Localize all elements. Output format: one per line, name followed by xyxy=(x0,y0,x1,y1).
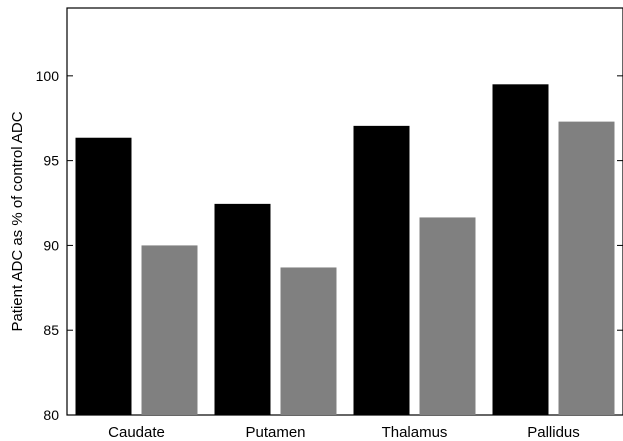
bar-putamen-1 xyxy=(214,203,271,415)
y-tick-label: 90 xyxy=(43,237,59,253)
y-axis-title: Patient ADC as % of control ADC xyxy=(9,111,26,331)
bar-caudate-1 xyxy=(75,137,132,415)
bar-pallidus-1 xyxy=(492,84,549,415)
y-axis-ticks: 80 85 90 95 100 xyxy=(36,68,623,423)
x-tick-label-pallidus: Pallidus xyxy=(527,424,580,441)
bar-thalamus-2 xyxy=(419,217,476,415)
y-tick-label: 95 xyxy=(43,153,59,169)
bar-putamen-2 xyxy=(280,267,337,415)
bars xyxy=(75,84,615,416)
bar-caudate-2 xyxy=(141,245,198,415)
bar-pallidus-2 xyxy=(558,121,615,415)
y-tick-label: 100 xyxy=(36,68,60,84)
x-axis-labels: Caudate Putamen Thalamus Pallidus xyxy=(108,424,580,441)
y-tick-label: 80 xyxy=(43,407,59,423)
x-tick-label-caudate: Caudate xyxy=(108,424,165,441)
x-tick-label-thalamus: Thalamus xyxy=(382,424,448,441)
plot-frame xyxy=(66,7,623,416)
bar-thalamus-1 xyxy=(353,125,410,416)
y-tick-label: 85 xyxy=(43,322,59,338)
x-tick-label-putamen: Putamen xyxy=(245,424,305,441)
